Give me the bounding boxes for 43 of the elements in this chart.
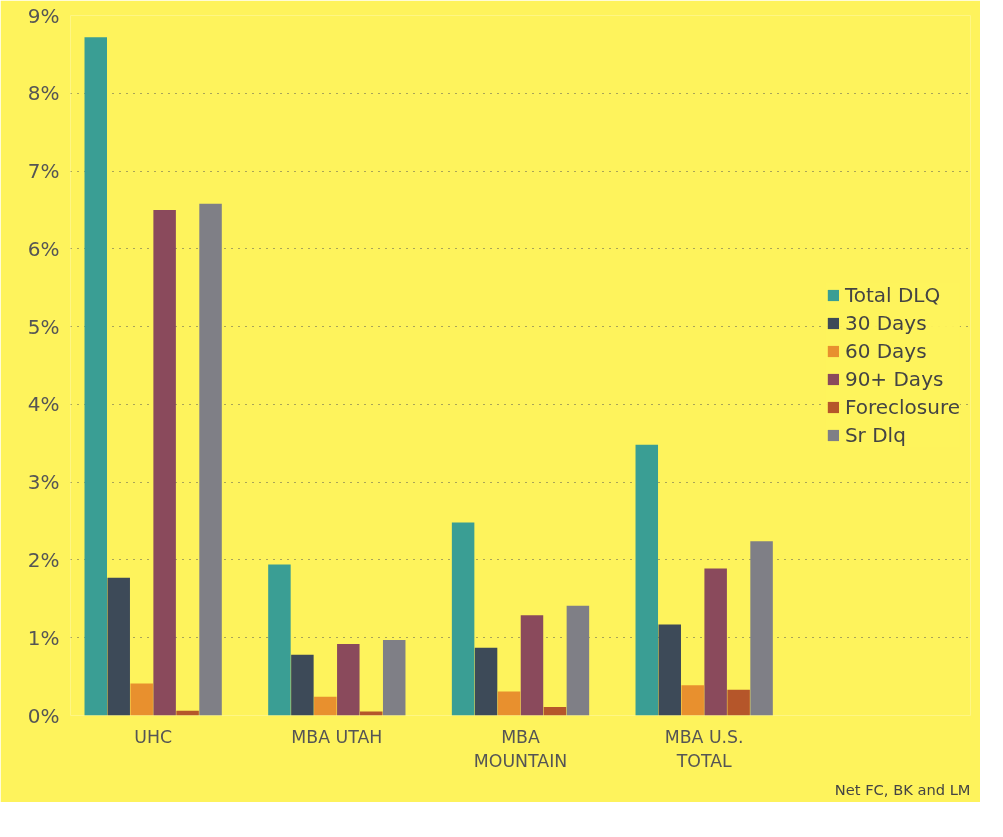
y-tick-label: 6% (27, 236, 60, 261)
bar (520, 615, 544, 716)
bar (566, 605, 590, 716)
bar (750, 541, 773, 716)
y-tick-label: 0% (27, 703, 60, 728)
legend-label: Total DLQ (844, 283, 941, 307)
bar (497, 691, 521, 716)
bar (337, 643, 360, 716)
legend-label: 60 Days (844, 339, 927, 363)
bar (635, 444, 659, 716)
x-tick-label: MBA MOUNTAIN (473, 726, 568, 771)
legend-label: Foreclosure (844, 395, 960, 419)
bar (84, 37, 108, 716)
x-tick-label: MBA U.S. TOTAL (664, 726, 744, 771)
bar (314, 696, 337, 716)
legend-label: 30 Days (844, 311, 927, 335)
bar (268, 564, 291, 716)
bar (291, 654, 314, 716)
bar (153, 209, 176, 716)
y-tick-label: 7% (27, 159, 60, 184)
y-tick-label: 3% (27, 470, 60, 495)
y-tick-label: 9% (27, 3, 60, 28)
bar (382, 640, 406, 716)
bar (107, 577, 130, 716)
y-tick-label: 8% (27, 81, 60, 106)
legend-label: 90+ Days (844, 367, 944, 391)
y-tick-label: 4% (27, 392, 60, 417)
bar (681, 685, 704, 716)
bar (199, 203, 222, 716)
x-tick-label: MBA UTAH (291, 726, 383, 747)
y-tick-label: 1% (27, 625, 60, 650)
bar (727, 689, 750, 716)
x-tick-label: UHC (134, 726, 173, 747)
bar (543, 706, 567, 716)
bar (474, 647, 498, 716)
bar (130, 683, 153, 716)
y-tick-label: 5% (27, 314, 60, 339)
y-tick-label: 2% (27, 547, 60, 572)
bar (451, 522, 475, 716)
bar (658, 624, 681, 716)
bar (704, 568, 727, 716)
legend-label: Sr Dlq (844, 423, 906, 447)
text: Net FC, BK and LM (834, 780, 971, 798)
